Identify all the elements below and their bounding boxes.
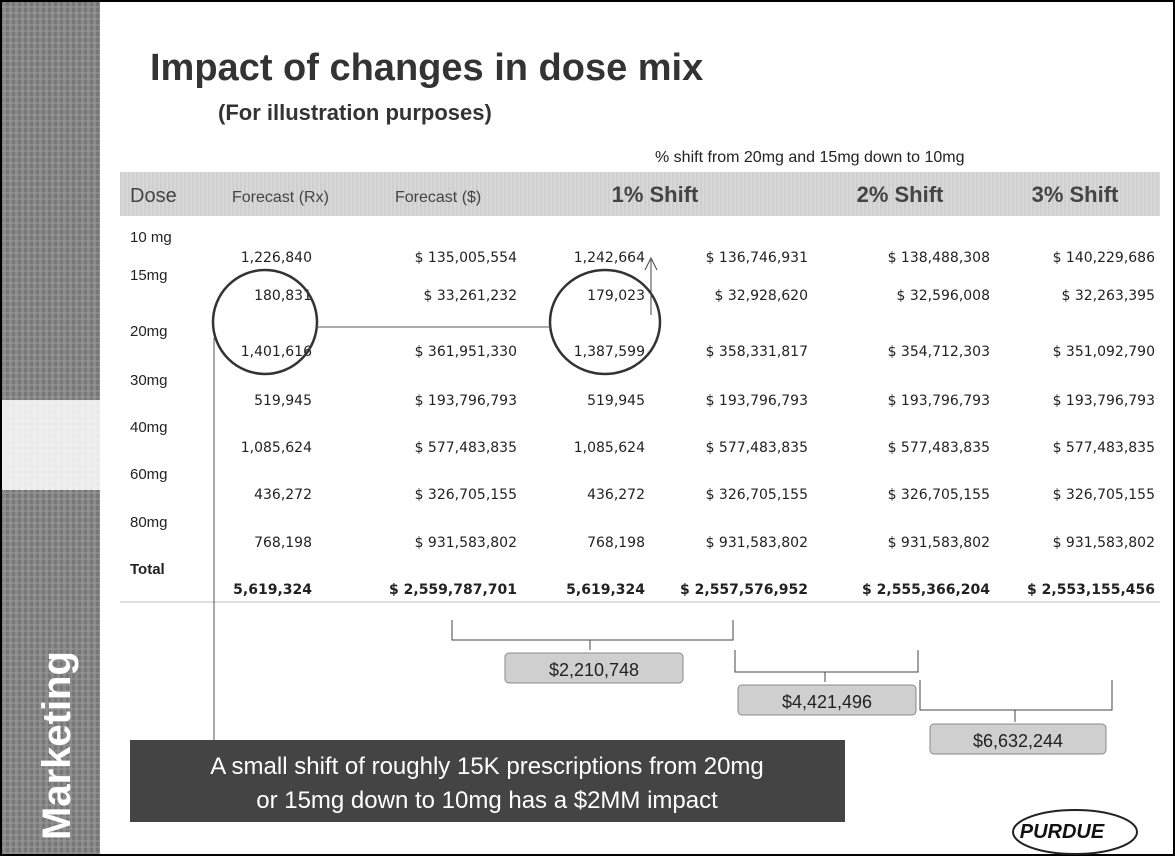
row-label: 80mg: [130, 514, 168, 531]
cell: $ 138,488,308: [888, 250, 990, 266]
cell: $ 326,705,155: [888, 487, 990, 503]
cell: $ 33,261,232: [423, 288, 517, 304]
cell: $ 2,559,787,701: [389, 582, 517, 598]
header-band: [120, 172, 1160, 216]
callout: $2,210,748: [549, 660, 639, 680]
highlight-circle: [548, 268, 662, 376]
column-header: 2% Shift: [857, 182, 944, 207]
cell: $ 193,796,793: [888, 393, 990, 409]
cell: $ 354,712,303: [888, 344, 990, 360]
row-label: 10 mg: [130, 229, 172, 246]
cell: $ 2,557,576,952: [680, 582, 808, 598]
cell: $ 32,928,620: [714, 288, 808, 304]
column-header: 1% Shift: [612, 182, 699, 207]
cell: $ 32,596,008: [896, 288, 990, 304]
cell: $ 193,796,793: [415, 393, 517, 409]
cell: 436,272: [587, 487, 645, 503]
cell: $ 135,005,554: [415, 250, 518, 266]
cell: $ 361,951,330: [415, 344, 517, 360]
cell: $ 577,483,835: [1053, 440, 1155, 456]
logo: PURDUE: [1020, 821, 1105, 843]
cell: 1,401,616: [241, 344, 312, 360]
row-label: 40mg: [130, 419, 168, 436]
sidebar-label: Marketing: [35, 651, 79, 840]
cell: $ 136,746,931: [706, 250, 808, 266]
cell: $ 358,331,817: [706, 344, 808, 360]
banner: [130, 740, 845, 822]
cell: $ 577,483,835: [888, 440, 990, 456]
cell: $ 931,583,802: [888, 535, 990, 551]
column-header: Forecast (Rx): [232, 189, 329, 206]
sidebar-gap: [2, 400, 100, 490]
shift-note: % shift from 20mg and 15mg down to 10mg: [655, 149, 965, 166]
cell: $ 140,229,686: [1053, 250, 1156, 266]
cell: 1,387,599: [574, 344, 645, 360]
arrow: [644, 256, 658, 315]
brace: [919, 680, 1113, 722]
title: Impact of changes in dose mix: [150, 47, 703, 89]
callout-box: [504, 652, 684, 684]
cell: $ 351,092,790: [1053, 344, 1155, 360]
brace: [734, 650, 919, 682]
column-header: Dose: [130, 185, 177, 207]
cell: 1,085,624: [241, 440, 312, 456]
cell: $ 2,553,155,456: [1027, 582, 1155, 598]
cell: 179,023: [587, 288, 645, 304]
column-header: Forecast ($): [395, 189, 481, 206]
callout: $6,632,244: [973, 731, 1063, 751]
cell: $ 931,583,802: [1053, 535, 1155, 551]
cell: $ 326,705,155: [415, 487, 517, 503]
row-label: 60mg: [130, 466, 168, 483]
cell: 436,272: [254, 487, 312, 503]
cell: 1,085,624: [574, 440, 645, 456]
cell: 768,198: [587, 535, 645, 551]
row-label: 30mg: [130, 372, 168, 389]
cell: $ 2,555,366,204: [862, 582, 990, 598]
banner-line: A small shift of roughly 15K prescriptio…: [210, 753, 764, 780]
highlight-circle: [211, 268, 319, 376]
cell: $ 193,796,793: [1053, 393, 1155, 409]
row-label: 15mg: [130, 267, 168, 284]
subtitle: (For illustration purposes): [218, 100, 492, 125]
brace: [451, 620, 734, 650]
cell: $ 193,796,793: [706, 393, 808, 409]
cell: $ 32,263,395: [1061, 288, 1155, 304]
logo-ring: [1012, 809, 1138, 855]
callout-box: [737, 684, 917, 716]
cell: $ 326,705,155: [1053, 487, 1155, 503]
cell: $ 931,583,802: [415, 535, 517, 551]
cell: $ 577,483,835: [415, 440, 517, 456]
cell: 5,619,324: [233, 582, 312, 598]
cell: $ 326,705,155: [706, 487, 808, 503]
banner-line: or 15mg down to 10mg has a $2MM impact: [256, 787, 718, 814]
cell: 1,226,840: [241, 250, 312, 266]
cell: 519,945: [587, 393, 645, 409]
cell: 1,242,664: [574, 250, 645, 266]
row-label: Total: [130, 561, 165, 578]
cell: 519,945: [254, 393, 312, 409]
cell: $ 931,583,802: [706, 535, 808, 551]
column-header: 3% Shift: [1032, 182, 1119, 207]
cell: $ 577,483,835: [706, 440, 808, 456]
cell: 768,198: [254, 535, 312, 551]
cell: 5,619,324: [566, 582, 645, 598]
callout-box: [929, 723, 1107, 755]
cell: 180,831: [254, 288, 312, 304]
callout: $4,421,496: [782, 692, 872, 712]
row-label: 20mg: [130, 323, 168, 340]
